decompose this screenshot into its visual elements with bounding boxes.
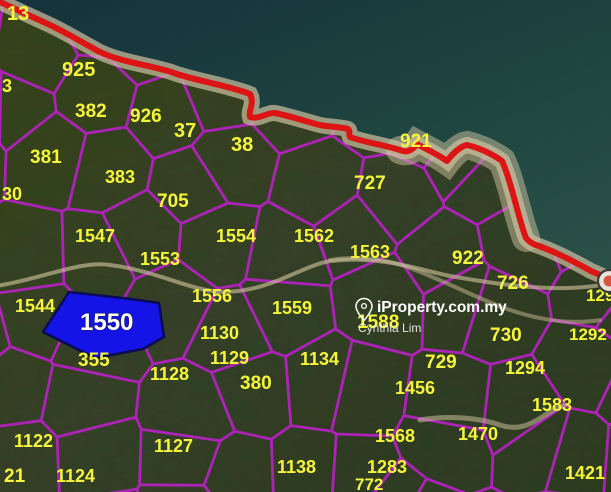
svg-text:1122: 1122	[14, 431, 53, 451]
svg-text:21: 21	[4, 466, 26, 487]
svg-text:1554: 1554	[216, 226, 256, 246]
svg-text:1470: 1470	[458, 424, 498, 444]
svg-text:Cynthia Lim: Cynthia Lim	[358, 321, 421, 335]
svg-text:3: 3	[2, 76, 12, 96]
svg-text:1556: 1556	[192, 286, 232, 306]
svg-text:380: 380	[240, 373, 272, 394]
svg-text:729: 729	[425, 352, 457, 373]
svg-text:1130: 1130	[200, 323, 239, 343]
svg-text:1583: 1583	[532, 395, 572, 415]
svg-text:772: 772	[355, 475, 383, 492]
svg-text:355: 355	[78, 350, 110, 371]
svg-text:1127: 1127	[154, 436, 193, 456]
svg-text:730: 730	[490, 325, 522, 346]
svg-text:1563: 1563	[350, 242, 390, 262]
svg-text:1134: 1134	[300, 349, 339, 369]
svg-text:38: 38	[231, 134, 253, 156]
svg-text:1550: 1550	[80, 309, 133, 336]
svg-text:1129: 1129	[210, 348, 249, 368]
svg-text:1128: 1128	[150, 364, 189, 384]
svg-text:13: 13	[7, 3, 29, 25]
svg-text:1544: 1544	[15, 296, 55, 316]
svg-text:922: 922	[452, 248, 484, 269]
svg-text:726: 726	[497, 273, 529, 294]
svg-text:iProperty.com.my: iProperty.com.my	[377, 299, 507, 316]
svg-text:381: 381	[30, 147, 62, 168]
svg-text:1124: 1124	[56, 466, 95, 486]
svg-text:1553: 1553	[140, 249, 180, 269]
svg-text:921: 921	[400, 131, 432, 152]
svg-text:926: 926	[130, 106, 162, 127]
svg-text:1562: 1562	[294, 226, 334, 246]
svg-text:1138: 1138	[277, 457, 316, 477]
svg-text:925: 925	[62, 59, 95, 81]
svg-text:1283: 1283	[367, 457, 407, 477]
svg-text:1294: 1294	[505, 358, 545, 378]
svg-text:1292: 1292	[569, 325, 607, 344]
svg-text:1568: 1568	[375, 426, 415, 446]
svg-text:1421: 1421	[565, 463, 605, 483]
svg-text:1559: 1559	[272, 298, 312, 318]
svg-text:727: 727	[354, 173, 386, 194]
svg-text:30: 30	[2, 184, 22, 204]
svg-text:382: 382	[75, 101, 107, 122]
svg-text:383: 383	[105, 167, 135, 187]
svg-text:1456: 1456	[395, 378, 435, 398]
svg-text:705: 705	[157, 191, 189, 212]
svg-text:37: 37	[174, 120, 196, 142]
svg-text:1547: 1547	[75, 226, 115, 246]
